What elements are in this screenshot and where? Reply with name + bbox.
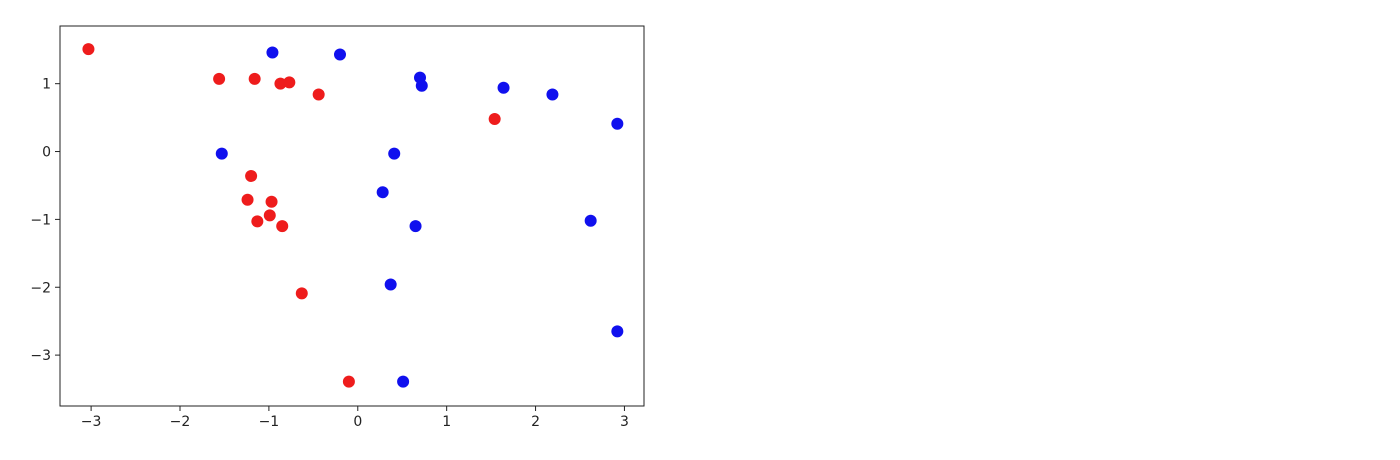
scatter-point [342,375,355,388]
y-tick-label: −1 [30,212,51,228]
scatter-point [215,147,228,160]
x-tick-label: 0 [353,414,362,430]
x-tick-label: 2 [531,414,540,430]
scatter-point [248,72,261,85]
scatter-point [245,169,258,182]
data-points [82,43,624,388]
scatter-point [266,46,279,59]
scatter-point [334,48,346,61]
x-axis: −3 −2 −1 0 1 2 3 [81,406,629,430]
plot-frame [59,25,645,407]
y-tick-label: 1 [42,77,51,93]
scatter-point [409,220,422,233]
scatter-point [265,195,278,208]
x-tick-label: −3 [81,414,102,430]
y-axis: −3 −2 −1 0 1 [30,77,60,364]
scatter-point [263,209,276,222]
y-tick-label: −3 [30,348,51,364]
scatter-point [376,186,389,199]
scatter-point [283,76,296,89]
x-tick-label: −2 [170,414,191,430]
scatter-point [488,112,501,125]
scatter-point [611,117,624,130]
scatter-point [82,43,95,56]
scatter-point [251,215,264,228]
x-tick-label: −1 [259,414,280,430]
x-tick-label: 3 [620,414,629,430]
scatter-point [384,278,397,291]
scatter-point [213,72,226,85]
scatter-point [295,287,308,300]
scatter-point [312,88,325,101]
scatter-point [611,325,624,338]
scatter-point [388,147,401,160]
scatter-point [546,88,559,101]
scatter-point [497,81,510,94]
scatter-point [241,193,254,206]
scatter-point [584,214,597,227]
scatter-point [276,220,289,233]
scatter-point [415,79,428,92]
y-tick-label: −2 [30,280,51,296]
scatter-point [274,77,287,90]
x-tick-label: 1 [442,414,451,430]
scatter-point [397,375,410,388]
y-tick-label: 0 [42,145,51,161]
